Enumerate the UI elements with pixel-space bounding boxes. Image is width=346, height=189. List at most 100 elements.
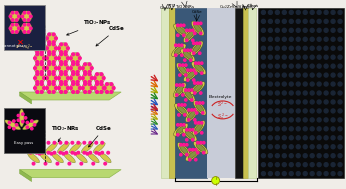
- Circle shape: [177, 114, 180, 116]
- Ellipse shape: [23, 120, 38, 130]
- Circle shape: [310, 172, 314, 176]
- Circle shape: [331, 64, 335, 68]
- Circle shape: [103, 87, 106, 89]
- Circle shape: [282, 64, 286, 68]
- Circle shape: [81, 67, 84, 70]
- Circle shape: [26, 121, 28, 124]
- Circle shape: [200, 32, 202, 35]
- Circle shape: [303, 19, 307, 23]
- Circle shape: [289, 64, 293, 68]
- Ellipse shape: [34, 143, 45, 153]
- Circle shape: [185, 64, 187, 66]
- Circle shape: [193, 32, 196, 35]
- Circle shape: [23, 23, 26, 26]
- Circle shape: [60, 53, 63, 56]
- Ellipse shape: [57, 143, 69, 153]
- Text: $S^{2-}$-$S_n^{2-}$: $S^{2-}$-$S_n^{2-}$: [16, 43, 34, 53]
- Circle shape: [36, 51, 39, 53]
- Circle shape: [100, 83, 103, 86]
- Ellipse shape: [183, 129, 197, 141]
- Ellipse shape: [194, 64, 203, 72]
- Circle shape: [52, 81, 55, 83]
- Ellipse shape: [39, 153, 52, 163]
- Ellipse shape: [185, 108, 198, 122]
- Circle shape: [180, 153, 182, 156]
- Circle shape: [201, 122, 203, 124]
- Circle shape: [268, 100, 272, 104]
- Circle shape: [93, 87, 96, 89]
- Circle shape: [59, 142, 62, 144]
- Circle shape: [275, 154, 279, 158]
- FancyBboxPatch shape: [4, 108, 45, 153]
- Circle shape: [48, 81, 51, 83]
- Circle shape: [303, 127, 307, 131]
- Circle shape: [193, 92, 196, 94]
- Circle shape: [262, 118, 265, 122]
- Circle shape: [76, 83, 79, 86]
- Circle shape: [48, 53, 51, 56]
- Ellipse shape: [46, 63, 57, 74]
- Circle shape: [70, 67, 72, 70]
- Circle shape: [317, 109, 321, 113]
- Circle shape: [262, 145, 265, 149]
- Circle shape: [262, 91, 265, 95]
- Ellipse shape: [194, 123, 203, 132]
- Circle shape: [95, 73, 98, 76]
- Circle shape: [324, 55, 328, 59]
- Circle shape: [185, 99, 187, 101]
- Circle shape: [192, 129, 194, 131]
- Circle shape: [324, 64, 328, 68]
- Circle shape: [324, 136, 328, 140]
- Circle shape: [262, 64, 265, 68]
- Circle shape: [36, 63, 39, 66]
- Ellipse shape: [9, 23, 20, 34]
- Circle shape: [40, 81, 43, 83]
- Circle shape: [310, 73, 314, 77]
- Circle shape: [275, 145, 279, 149]
- Circle shape: [13, 120, 15, 122]
- Circle shape: [23, 12, 26, 14]
- Circle shape: [66, 77, 69, 80]
- Circle shape: [182, 64, 184, 66]
- Circle shape: [43, 77, 45, 80]
- Circle shape: [81, 87, 84, 89]
- Circle shape: [317, 46, 321, 50]
- Circle shape: [310, 136, 314, 140]
- Circle shape: [317, 55, 321, 59]
- Circle shape: [289, 10, 293, 14]
- Circle shape: [41, 151, 44, 154]
- Circle shape: [48, 51, 51, 53]
- Circle shape: [282, 109, 286, 113]
- Circle shape: [262, 55, 265, 59]
- Ellipse shape: [191, 82, 205, 94]
- Ellipse shape: [34, 83, 45, 94]
- Text: cannot pass: cannot pass: [2, 44, 26, 48]
- Circle shape: [262, 109, 265, 113]
- Circle shape: [110, 83, 113, 86]
- Polygon shape: [20, 92, 121, 100]
- Circle shape: [36, 73, 39, 76]
- Ellipse shape: [82, 63, 93, 74]
- Circle shape: [268, 55, 272, 59]
- Circle shape: [275, 10, 279, 14]
- Circle shape: [60, 51, 63, 53]
- Circle shape: [338, 28, 342, 32]
- Circle shape: [338, 64, 342, 68]
- Circle shape: [310, 109, 314, 113]
- Circle shape: [53, 151, 56, 154]
- Circle shape: [64, 43, 67, 46]
- Circle shape: [100, 91, 103, 93]
- Circle shape: [289, 172, 293, 176]
- Circle shape: [289, 145, 293, 149]
- Circle shape: [338, 136, 342, 140]
- Circle shape: [275, 82, 279, 86]
- Ellipse shape: [184, 69, 198, 81]
- Circle shape: [185, 153, 188, 156]
- Circle shape: [193, 109, 196, 111]
- Circle shape: [11, 19, 14, 21]
- Circle shape: [338, 55, 342, 59]
- Bar: [235, 9, 243, 178]
- Circle shape: [289, 73, 293, 77]
- Circle shape: [182, 84, 184, 86]
- Circle shape: [289, 100, 293, 104]
